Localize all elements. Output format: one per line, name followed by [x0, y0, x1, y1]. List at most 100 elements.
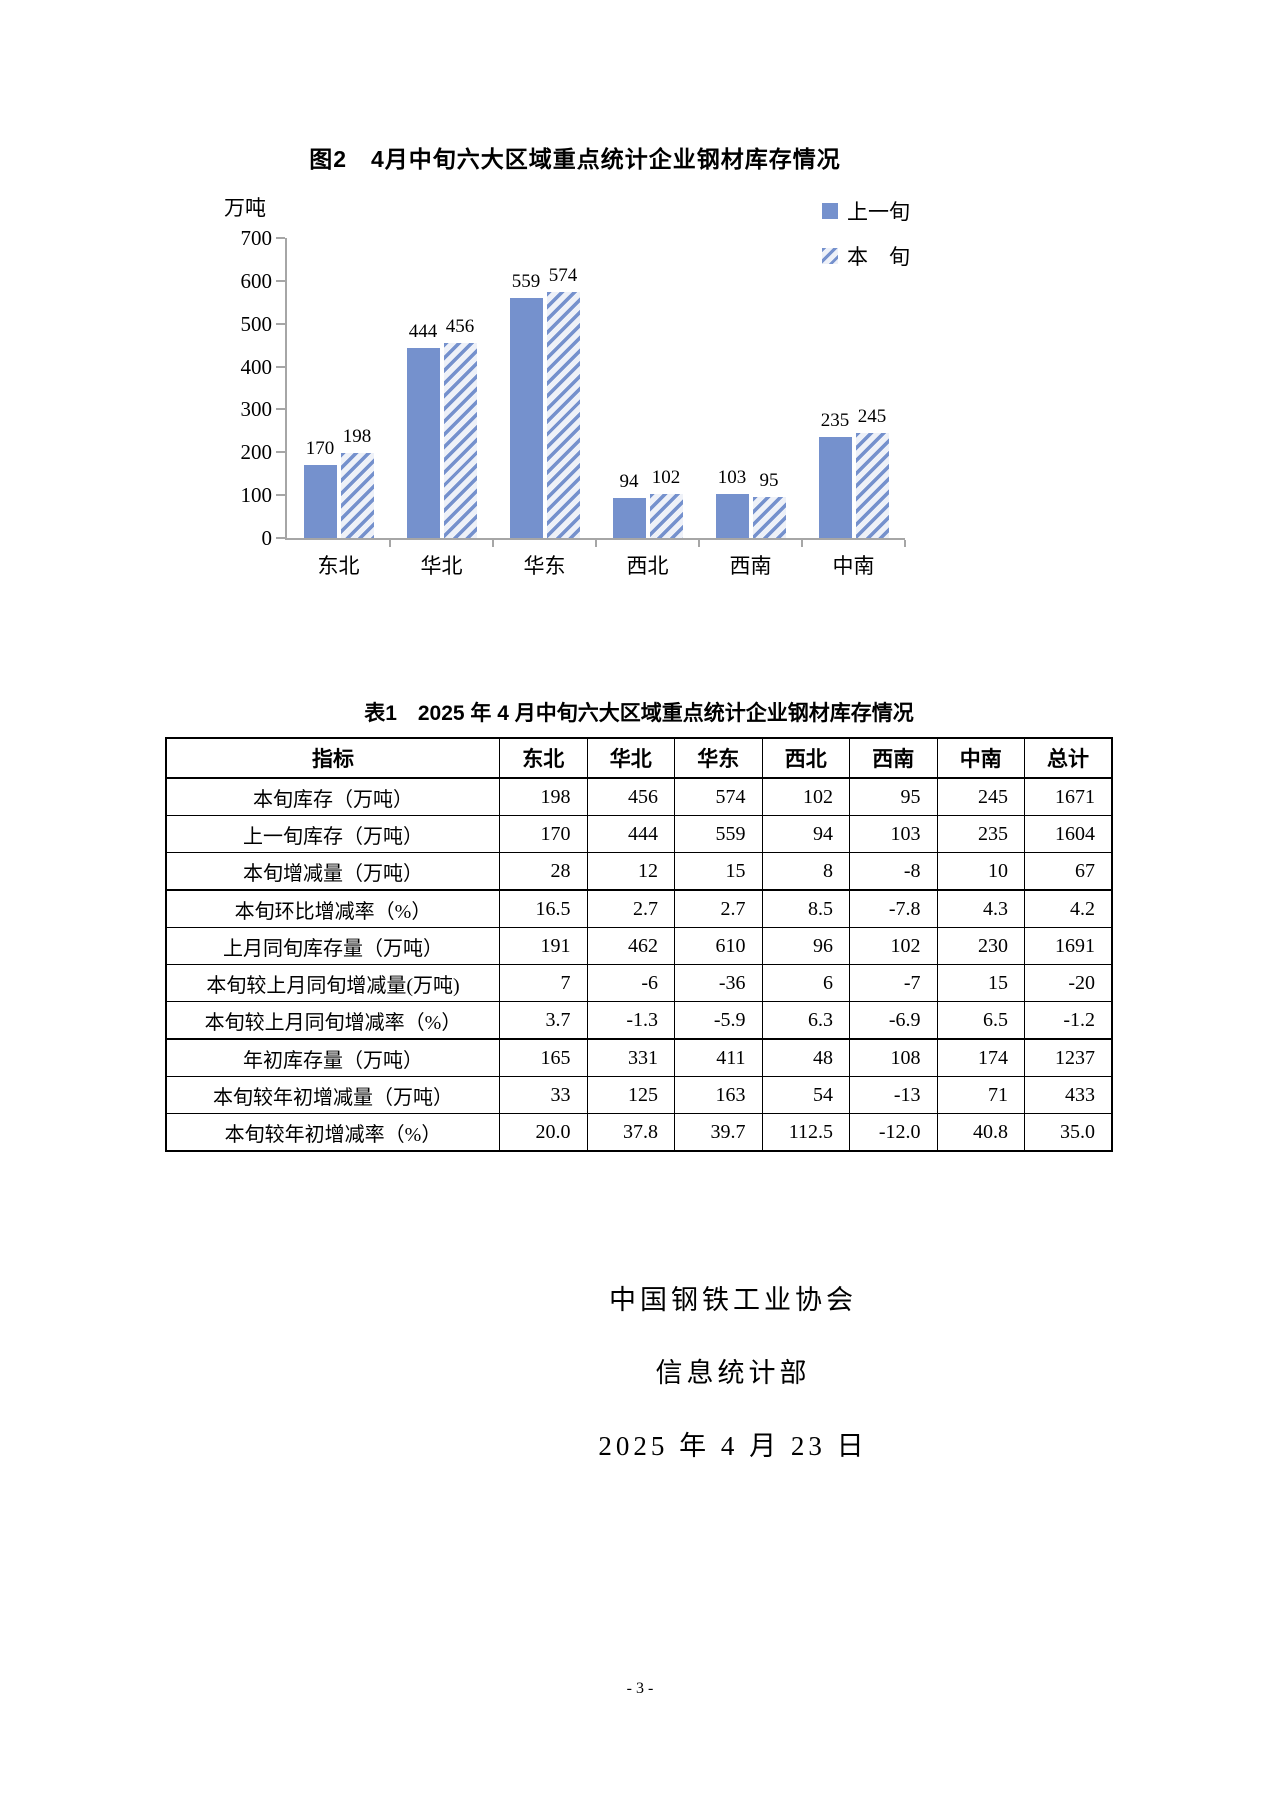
- bar-wrap: 102: [649, 467, 683, 538]
- cell-value: 198: [499, 777, 588, 816]
- row-label: 本旬较年初增减量（万吨）: [165, 1076, 500, 1114]
- row-label: 本旬较上月同旬增减量(万吨): [165, 964, 500, 1002]
- bar-wrap: 103: [715, 467, 749, 538]
- cell-value: 174: [936, 1038, 1025, 1077]
- cell-value: 444: [586, 815, 675, 853]
- cell-value: 15: [936, 964, 1025, 1002]
- cell-value: -20: [1024, 964, 1113, 1002]
- category-label: 中南: [832, 554, 875, 578]
- category-label: 西北: [626, 554, 669, 578]
- row-label: 上月同旬库存量（万吨）: [165, 927, 500, 965]
- y-axis-tick-label: 500: [240, 311, 273, 336]
- cell-value: 191: [499, 927, 588, 965]
- bar-wrap: 198: [340, 426, 374, 538]
- cell-value: 230: [936, 927, 1025, 965]
- bar-group: 103 95 西南: [699, 238, 802, 578]
- cell-value: 8: [761, 852, 850, 891]
- chart-title: 图2 4月中旬六大区域重点统计企业钢材库存情况: [309, 146, 841, 172]
- cell-value: 54: [761, 1076, 850, 1114]
- column-header: 指标: [165, 737, 500, 779]
- table-row: 本旬较上月同旬增减量(万吨) 7 -6 -36 6 -7 15 -20: [165, 964, 1113, 1002]
- cell-value: 15: [674, 852, 763, 891]
- y-axis-unit-label: 万吨: [224, 196, 266, 220]
- cell-value: 96: [761, 927, 850, 965]
- bar-wrap: 235: [818, 410, 852, 538]
- bar-group: 235 245 中南: [802, 238, 905, 578]
- y-axis-tick-mark: [276, 365, 285, 368]
- cell-value: 108: [849, 1038, 938, 1077]
- y-axis-tick-label: 0: [261, 526, 273, 550]
- cell-value: 48: [761, 1038, 850, 1077]
- row-label: 本旬较年初增减率（%）: [165, 1113, 500, 1152]
- page-number: - 3 -: [626, 1680, 654, 1697]
- table-row: 上月同旬库存量（万吨） 191 462 610 96 102 230 1691: [165, 927, 1113, 965]
- footer-date: 2025 年 4 月 23 日: [598, 1431, 868, 1461]
- cell-value: -6.9: [849, 1001, 938, 1040]
- chart-plot: 0 100 200 300 400 500 600 700 170 198 东北 444 456 华北 55…: [241, 226, 906, 578]
- bar-pair: 170 198: [287, 238, 390, 538]
- cell-value: 6: [761, 964, 850, 1002]
- bar-pair: 94 102: [596, 238, 699, 538]
- bar-current-period: [855, 433, 889, 538]
- bar-value-label: 574: [548, 265, 578, 286]
- bar-value-label: 95: [759, 470, 779, 492]
- cell-value: 1691: [1024, 927, 1113, 965]
- y-axis-tick-mark: [276, 537, 285, 539]
- cell-value: 125: [586, 1076, 675, 1114]
- bar-value-label: 103: [717, 466, 747, 488]
- cell-value: 559: [674, 815, 763, 853]
- cell-value: 95: [849, 777, 938, 816]
- footer-organization: 中国钢铁工业协会: [609, 1285, 857, 1315]
- cell-value: 433: [1024, 1076, 1113, 1114]
- table-row: 本旬较年初增减率（%） 20.0 37.8 39.7 112.5 -12.0 40.8 35.…: [165, 1113, 1113, 1152]
- bar-value-label: 245: [857, 406, 887, 427]
- bar-previous-period: [406, 347, 440, 538]
- y-axis-tick-label: 200: [240, 440, 273, 465]
- cell-value: 574: [674, 777, 763, 816]
- column-header: 西北: [761, 737, 850, 779]
- bar-wrap: 94: [612, 471, 646, 538]
- table-row: 本旬库存（万吨） 198 456 574 102 95 245 1671: [165, 777, 1113, 816]
- cell-value: 163: [674, 1076, 763, 1114]
- cell-value: 6.5: [936, 1001, 1025, 1040]
- bar-value-label: 170: [305, 438, 335, 460]
- cell-value: -12.0: [849, 1113, 938, 1152]
- bar-wrap: 245: [855, 406, 889, 538]
- bar-value-label: 198: [342, 426, 372, 448]
- y-axis-tick-label: 100: [240, 483, 273, 508]
- bar-previous-period: [715, 493, 749, 538]
- category-label: 华东: [523, 554, 566, 578]
- legend-label-current-period: 本 旬: [847, 245, 910, 269]
- x-axis-tick: [801, 540, 803, 547]
- column-header: 西南: [849, 737, 938, 779]
- bar-value-label: 102: [651, 467, 681, 489]
- table-row: 本旬较上月同旬增减率（%） 3.7 -1.3 -5.9 6.3 -6.9 6.5 -1.2: [165, 1001, 1113, 1040]
- cell-value: 16.5: [499, 889, 588, 928]
- cell-value: 2.7: [674, 889, 763, 928]
- cell-value: 1671: [1024, 777, 1113, 816]
- bar-current-period: [546, 292, 580, 538]
- row-label: 本旬较上月同旬增减率（%）: [165, 1001, 500, 1040]
- cell-value: 610: [674, 927, 763, 965]
- bar-value-label: 235: [820, 410, 850, 432]
- cell-value: 170: [499, 815, 588, 853]
- table-row: 本旬环比增减率（%） 16.5 2.7 2.7 8.5 -7.8 4.3 4.2: [165, 889, 1113, 928]
- bar-current-period: [443, 342, 477, 538]
- column-header: 华北: [586, 737, 675, 779]
- cell-value: -1.3: [586, 1001, 675, 1040]
- bar-previous-period: [303, 465, 337, 538]
- x-axis-tick: [595, 540, 597, 547]
- bar-group: 444 456 华北: [390, 238, 493, 578]
- y-axis-tick-label: 300: [240, 397, 273, 422]
- x-axis-tick: [389, 540, 391, 547]
- bar-value-label: 456: [445, 315, 475, 337]
- cell-value: 67: [1024, 852, 1113, 891]
- y-axis-tick-label: 700: [240, 226, 273, 250]
- bar-wrap: 559: [509, 271, 543, 538]
- bar-wrap: 456: [443, 316, 477, 538]
- signature-block: 中国钢铁工业协会 信息统计部 2025 年 4 月 23 日: [188, 1278, 1278, 1497]
- x-axis-tick: [492, 540, 494, 547]
- cell-value: 28: [499, 852, 588, 891]
- cell-value: 4.3: [936, 889, 1025, 928]
- y-axis-tick-mark: [276, 408, 285, 411]
